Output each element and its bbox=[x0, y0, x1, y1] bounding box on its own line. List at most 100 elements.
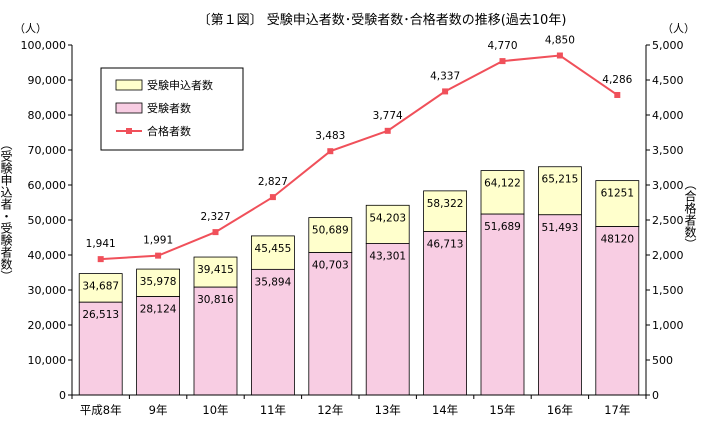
bar-examinees bbox=[365, 243, 410, 396]
right-tick-label: 3,000 bbox=[652, 179, 684, 192]
data-label-examinees: 28,124 bbox=[140, 304, 177, 316]
line-marker-passers bbox=[614, 91, 621, 98]
left-tick-label: 10,000 bbox=[28, 354, 67, 367]
right-tick-label: 0 bbox=[652, 389, 659, 402]
line-marker-passers bbox=[269, 194, 276, 201]
right-tick-label: 2,500 bbox=[652, 214, 684, 227]
bar-applicants bbox=[595, 180, 640, 227]
data-label-applicants: 50,689 bbox=[312, 225, 349, 237]
bar-applicants bbox=[193, 256, 238, 288]
data-label-examinees: 26,513 bbox=[82, 309, 119, 321]
bar-examinees bbox=[136, 296, 181, 396]
x-tick-label: 14年 bbox=[432, 403, 458, 417]
x-tick-label: 9年 bbox=[149, 403, 168, 417]
left-tick-label: 90,000 bbox=[28, 74, 67, 87]
data-label-examinees: 30,816 bbox=[197, 294, 234, 306]
data-label-applicants: 61251 bbox=[601, 188, 634, 200]
left-tick-label: 20,000 bbox=[28, 319, 67, 332]
bar-examinees bbox=[595, 226, 640, 396]
x-tick-label: 12年 bbox=[317, 403, 343, 417]
right-tick-label: 3,500 bbox=[652, 144, 684, 157]
data-label-passers: 4,770 bbox=[487, 40, 517, 52]
data-label-examinees: 51,493 bbox=[542, 222, 579, 234]
data-label-applicants: 54,203 bbox=[369, 212, 406, 224]
line-marker-passers bbox=[442, 88, 449, 95]
bar-applicants bbox=[538, 166, 582, 216]
bar-examinees bbox=[193, 286, 238, 396]
data-label-passers: 3,483 bbox=[315, 130, 345, 142]
data-label-passers: 1,941 bbox=[86, 238, 116, 250]
bar-applicants bbox=[423, 190, 468, 232]
left-tick-label: 70,000 bbox=[28, 144, 67, 157]
bar-applicants bbox=[136, 268, 181, 297]
line-marker-passers bbox=[327, 148, 334, 155]
data-label-applicants: 45,455 bbox=[255, 243, 292, 255]
right-tick-label: 2,000 bbox=[652, 249, 684, 262]
x-tick-label: 11年 bbox=[260, 403, 286, 417]
legend: 受験申込者数 受験者数 合格者数 bbox=[100, 67, 244, 151]
data-label-passers: 2,827 bbox=[258, 176, 288, 188]
bar-applicants bbox=[365, 204, 410, 244]
data-label-applicants: 65,215 bbox=[542, 174, 579, 186]
x-tick-label: 10年 bbox=[202, 403, 228, 417]
bar-applicants bbox=[250, 235, 295, 270]
right-axis-label: （合格者数） bbox=[683, 178, 697, 250]
bar-applicants bbox=[480, 170, 525, 215]
right-tick-label: 1,000 bbox=[652, 319, 684, 332]
bar-examinees bbox=[78, 301, 123, 396]
x-tick-label: 17年 bbox=[604, 403, 630, 417]
data-label-applicants: 34,687 bbox=[82, 281, 119, 293]
legend-label-examinees: 受験者数 bbox=[147, 101, 191, 115]
data-label-examinees: 46,713 bbox=[427, 239, 464, 251]
left-axis-label: （受験申込者・受験者数） bbox=[0, 138, 13, 282]
data-label-applicants: 58,322 bbox=[427, 198, 464, 210]
data-label-passers: 2,327 bbox=[200, 211, 230, 223]
right-tick-label: 1,500 bbox=[652, 284, 684, 297]
right-axis-unit: （人） bbox=[662, 22, 695, 35]
left-tick-label: 40,000 bbox=[28, 249, 67, 262]
left-tick-label: 50,000 bbox=[28, 214, 67, 227]
legend-label-applicants: 受験申込者数 bbox=[147, 78, 213, 92]
bar-examinees bbox=[308, 252, 353, 396]
bar-examinees bbox=[423, 231, 468, 396]
data-label-passers: 4,286 bbox=[602, 74, 632, 86]
line-marker-passers bbox=[155, 252, 162, 259]
left-tick-label: 30,000 bbox=[28, 284, 67, 297]
left-tick-label: 0 bbox=[59, 389, 66, 402]
bar-applicants bbox=[78, 273, 123, 303]
data-label-examinees: 48120 bbox=[601, 234, 634, 246]
x-tick-label: 16年 bbox=[547, 403, 573, 417]
data-label-passers: 4,850 bbox=[545, 35, 575, 47]
left-tick-label: 80,000 bbox=[28, 109, 67, 122]
legend-swatch-passers-marker bbox=[126, 128, 132, 134]
x-tick-label: 平成8年 bbox=[80, 403, 122, 417]
data-label-examinees: 51,689 bbox=[484, 221, 521, 233]
data-label-applicants: 35,978 bbox=[140, 276, 177, 288]
left-tick-label: 100,000 bbox=[21, 39, 67, 52]
legend-swatch-applicants bbox=[115, 79, 143, 91]
chart-title: 〔第１図〕 受験申込者数･受験者数･合格者数の推移(過去10年) bbox=[198, 12, 567, 28]
data-label-applicants: 39,415 bbox=[197, 264, 234, 276]
data-label-examinees: 35,894 bbox=[255, 276, 292, 288]
left-axis-unit: （人） bbox=[14, 22, 47, 35]
left-tick-label: 60,000 bbox=[28, 179, 67, 192]
data-label-passers: 4,337 bbox=[430, 70, 460, 82]
right-tick-label: 4,500 bbox=[652, 74, 684, 87]
data-label-passers: 3,774 bbox=[373, 110, 403, 122]
legend-swatch-examinees bbox=[115, 102, 143, 114]
line-marker-passers bbox=[97, 256, 104, 263]
bar-examinees bbox=[480, 213, 525, 396]
data-label-applicants: 64,122 bbox=[484, 178, 521, 190]
bar-examinees bbox=[538, 214, 582, 396]
data-label-examinees: 40,703 bbox=[312, 260, 349, 272]
line-marker-passers bbox=[384, 127, 391, 134]
bar-examinees bbox=[250, 268, 295, 396]
line-marker-passers bbox=[212, 229, 219, 236]
right-tick-label: 500 bbox=[652, 354, 673, 367]
line-marker-passers bbox=[499, 58, 506, 65]
series-line-passers bbox=[100, 54, 618, 261]
line-marker-passers bbox=[556, 52, 563, 59]
data-label-passers: 1,991 bbox=[143, 235, 173, 247]
x-tick-label: 13年 bbox=[375, 403, 401, 417]
